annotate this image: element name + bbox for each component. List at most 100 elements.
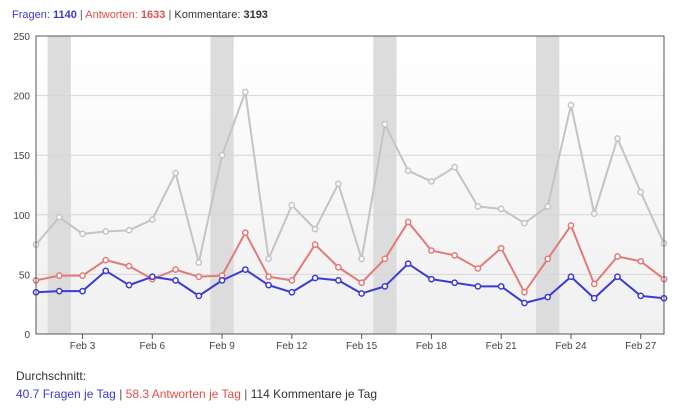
comments-point (55, 213, 63, 221)
questions-point (102, 267, 110, 275)
answers-label: Antworten: (85, 9, 138, 21)
answers-point (404, 218, 412, 226)
answers-point (241, 229, 249, 237)
comments-point (521, 219, 528, 227)
comments-point (358, 255, 365, 263)
x-tick-label: Feb 6 (140, 341, 166, 352)
comments-point (125, 226, 133, 234)
x-tick-label: Feb 9 (209, 341, 235, 352)
separator: | (168, 9, 172, 21)
answers-point (567, 222, 575, 229)
weekend-band (47, 36, 71, 334)
avg-questions: 40.7 Fragen je Tag (16, 387, 116, 401)
questions-point (148, 273, 156, 281)
questions-point (614, 273, 621, 281)
comments-point (497, 205, 505, 213)
answers-point (335, 263, 342, 271)
questions-point (125, 281, 133, 289)
answers-point (381, 255, 389, 263)
answers-point (125, 262, 133, 270)
comments-point (637, 188, 645, 196)
x-tick-label: Feb 3 (70, 341, 96, 352)
avg-answers: 58.3 Antworten je Tag (125, 387, 241, 401)
summary-totals: Fragen: 1140 | Antworten: 1633 | Komment… (12, 9, 268, 21)
questions-point (265, 281, 272, 289)
comments-point (311, 225, 319, 233)
answers-point (195, 273, 203, 281)
comments-point (148, 216, 156, 223)
questions-point (311, 274, 319, 282)
separator: | (79, 9, 83, 21)
separator: | (119, 387, 123, 401)
questions-point (335, 277, 342, 284)
comments-point (265, 255, 272, 263)
answers-point (428, 247, 435, 254)
answers-point (637, 257, 645, 265)
weekend-band (536, 36, 560, 334)
comments-point (79, 230, 86, 238)
comments-point (288, 201, 296, 209)
x-tick-label: Feb 12 (276, 341, 308, 352)
plot-frame (35, 35, 665, 335)
questions-point (218, 277, 226, 284)
answers-point (451, 251, 459, 259)
questions-point (79, 287, 86, 295)
x-tick-label: Feb 21 (486, 341, 518, 352)
comments-total: 3193 (243, 9, 268, 21)
questions-point (637, 292, 645, 300)
y-tick-label: 50 (19, 270, 31, 281)
questions-point (381, 282, 389, 290)
questions-point (195, 292, 203, 300)
comments-series (32, 88, 668, 266)
separator: | (244, 387, 248, 401)
answers-point (55, 272, 63, 279)
answers-point (102, 256, 110, 264)
x-axis: Feb 3 Feb 6 Feb 9 Feb 12 Feb 15 Feb 18 Feb 21 F… (70, 334, 657, 352)
comments-point (381, 120, 389, 128)
questions-point (521, 299, 528, 307)
weekend-band (210, 36, 234, 334)
answers-point (172, 266, 179, 273)
x-tick-label: Feb 18 (416, 341, 448, 352)
answers-point (358, 279, 365, 287)
questions-point (544, 293, 552, 301)
plot-area (36, 36, 664, 334)
answers-point (521, 288, 528, 296)
comments-point (102, 228, 110, 235)
comments-point (218, 151, 226, 159)
x-tick-label: Feb 27 (625, 341, 657, 352)
questions-point (497, 282, 505, 290)
answers-point (474, 265, 482, 272)
weekend-band (373, 36, 397, 334)
questions-point (428, 275, 435, 283)
comments-point (172, 169, 179, 177)
comments-point (195, 259, 203, 266)
averages-line: 40.7 Fragen je Tag | 58.3 Antworten je T… (16, 387, 377, 401)
comments-point (590, 210, 598, 217)
comments-line (35, 91, 665, 264)
answers-point (497, 244, 505, 252)
questions-point (172, 277, 179, 284)
x-tick-label: Feb 24 (555, 341, 587, 352)
comments-point (451, 163, 459, 171)
avg-comments: 114 Kommentare je Tag (250, 387, 377, 401)
y-tick-label: 150 (13, 151, 30, 162)
questions-point (288, 288, 296, 296)
answers-point (311, 241, 319, 248)
averages-title: Durchschnitt: (16, 369, 87, 383)
questions-series (32, 260, 668, 307)
answers-line (35, 220, 665, 294)
comments-point (428, 178, 435, 185)
answers-total: 1633 (140, 9, 166, 21)
questions-point (474, 282, 482, 290)
comments-label: Kommentare: (174, 9, 241, 21)
questions-point (358, 290, 365, 297)
questions-point (451, 279, 459, 287)
series-lines (32, 88, 668, 307)
questions-point (590, 294, 598, 302)
comments-point (614, 135, 621, 142)
answers-point (544, 255, 552, 263)
questions-label: Fragen: (12, 9, 50, 21)
comments-point (567, 101, 575, 109)
